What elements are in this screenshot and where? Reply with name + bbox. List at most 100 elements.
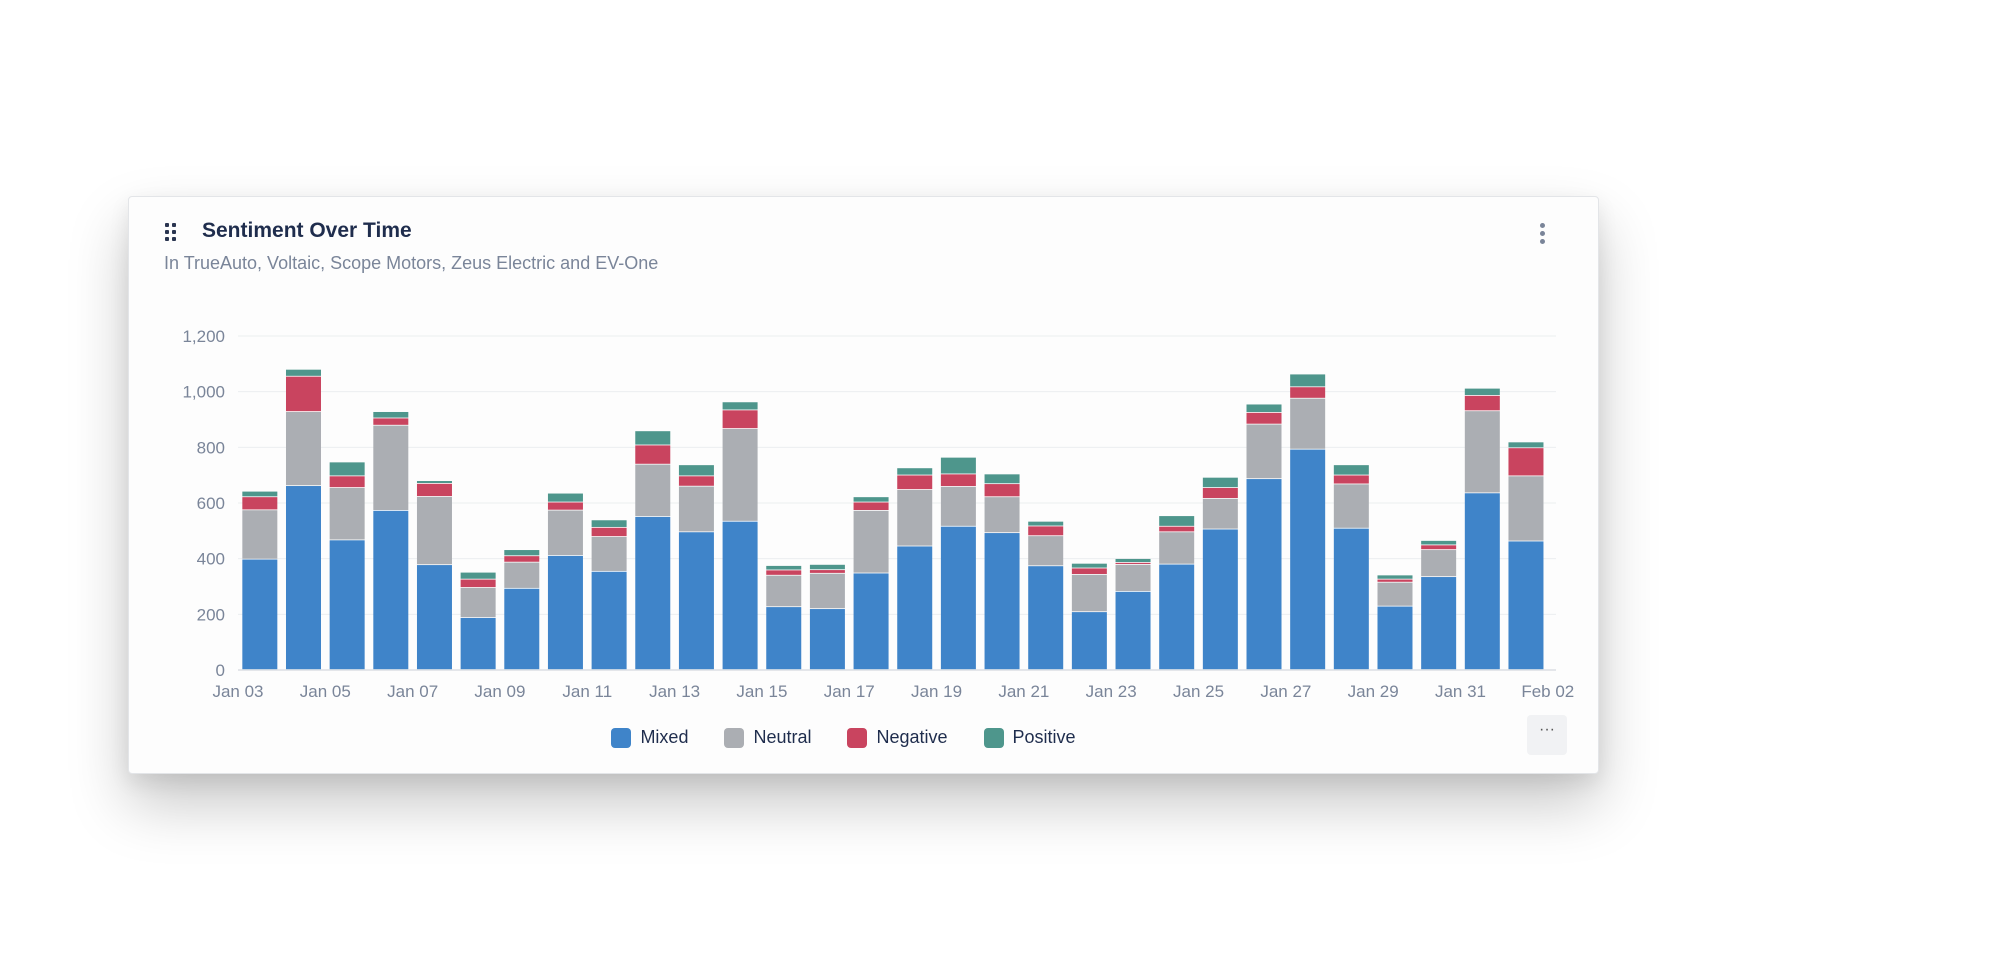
bar-mixed[interactable]: [897, 546, 933, 670]
bar-neutral[interactable]: [416, 496, 452, 565]
bar-negative[interactable]: [809, 570, 845, 573]
bar-neutral[interactable]: [722, 428, 758, 521]
bar-neutral[interactable]: [1071, 574, 1107, 612]
bar-neutral[interactable]: [1464, 411, 1500, 493]
bar-mixed[interactable]: [678, 532, 714, 670]
bar-negative[interactable]: [329, 476, 365, 488]
bar-mixed[interactable]: [285, 486, 321, 670]
bar-positive[interactable]: [766, 565, 802, 570]
bar-negative[interactable]: [1290, 387, 1326, 398]
bar-negative[interactable]: [242, 497, 278, 510]
bar-positive[interactable]: [547, 493, 583, 502]
bar-neutral[interactable]: [1290, 398, 1326, 449]
bar-mixed[interactable]: [242, 559, 278, 670]
bar-mixed[interactable]: [1028, 566, 1064, 670]
bar-positive[interactable]: [1159, 516, 1195, 526]
bar-negative[interactable]: [416, 483, 452, 497]
legend-item-mixed[interactable]: Mixed: [611, 727, 688, 748]
bar-positive[interactable]: [1071, 563, 1107, 568]
bar-positive[interactable]: [1508, 442, 1544, 448]
bar-positive[interactable]: [1377, 575, 1413, 579]
legend-item-neutral[interactable]: Neutral: [724, 727, 811, 748]
bar-positive[interactable]: [984, 474, 1020, 484]
bar-positive[interactable]: [678, 465, 714, 476]
bar-positive[interactable]: [460, 572, 496, 579]
bar-neutral[interactable]: [329, 487, 365, 540]
bar-negative[interactable]: [504, 556, 540, 562]
bar-positive[interactable]: [329, 462, 365, 476]
bar-negative[interactable]: [635, 445, 671, 464]
bar-mixed[interactable]: [722, 521, 758, 670]
bar-mixed[interactable]: [460, 617, 496, 670]
bar-negative[interactable]: [1464, 395, 1500, 411]
bar-positive[interactable]: [504, 550, 540, 556]
bar-neutral[interactable]: [984, 497, 1020, 533]
bar-negative[interactable]: [897, 475, 933, 490]
bar-neutral[interactable]: [809, 573, 845, 609]
legend-item-positive[interactable]: Positive: [983, 727, 1076, 748]
bar-negative[interactable]: [1028, 526, 1064, 536]
bar-mixed[interactable]: [635, 516, 671, 670]
bar-neutral[interactable]: [242, 510, 278, 559]
bar-mixed[interactable]: [591, 571, 627, 670]
bar-mixed[interactable]: [809, 609, 845, 670]
bar-mixed[interactable]: [1202, 529, 1238, 670]
bar-mixed[interactable]: [1071, 612, 1107, 670]
bar-negative[interactable]: [1246, 412, 1282, 424]
bar-neutral[interactable]: [1159, 532, 1195, 564]
bar-neutral[interactable]: [1202, 498, 1238, 529]
bar-negative[interactable]: [1071, 568, 1107, 575]
bar-positive[interactable]: [1290, 374, 1326, 387]
kebab-menu-icon[interactable]: [1534, 221, 1550, 245]
bar-positive[interactable]: [940, 457, 976, 474]
bar-neutral[interactable]: [1421, 550, 1457, 577]
bar-neutral[interactable]: [1333, 484, 1369, 528]
bar-positive[interactable]: [1421, 540, 1457, 545]
bar-mixed[interactable]: [853, 573, 889, 670]
bar-neutral[interactable]: [1246, 424, 1282, 479]
bar-negative[interactable]: [1159, 526, 1195, 532]
more-options-button[interactable]: ···: [1527, 715, 1567, 755]
bar-negative[interactable]: [547, 502, 583, 510]
bar-positive[interactable]: [809, 564, 845, 570]
bar-negative[interactable]: [373, 418, 409, 425]
bar-mixed[interactable]: [1333, 528, 1369, 670]
bar-positive[interactable]: [373, 411, 409, 418]
bar-mixed[interactable]: [373, 510, 409, 670]
bar-neutral[interactable]: [635, 464, 671, 517]
bar-positive[interactable]: [1246, 404, 1282, 413]
bar-negative[interactable]: [1115, 562, 1151, 564]
bar-positive[interactable]: [853, 497, 889, 502]
bar-mixed[interactable]: [766, 607, 802, 670]
bar-positive[interactable]: [591, 520, 627, 527]
bar-neutral[interactable]: [853, 510, 889, 573]
bar-negative[interactable]: [678, 476, 714, 486]
bar-neutral[interactable]: [1028, 536, 1064, 566]
bar-negative[interactable]: [285, 376, 321, 412]
bar-mixed[interactable]: [1159, 564, 1195, 670]
bar-neutral[interactable]: [285, 411, 321, 486]
bar-neutral[interactable]: [373, 425, 409, 510]
bar-mixed[interactable]: [1246, 479, 1282, 670]
bar-mixed[interactable]: [940, 526, 976, 670]
bar-mixed[interactable]: [416, 565, 452, 670]
bar-negative[interactable]: [722, 410, 758, 429]
bar-negative[interactable]: [1333, 475, 1369, 484]
bar-mixed[interactable]: [1115, 591, 1151, 670]
bar-positive[interactable]: [242, 491, 278, 497]
bar-negative[interactable]: [1202, 487, 1238, 499]
legend-item-negative[interactable]: Negative: [847, 727, 948, 748]
bar-neutral[interactable]: [1508, 476, 1544, 541]
bar-negative[interactable]: [1508, 448, 1544, 476]
bar-positive[interactable]: [1115, 558, 1151, 563]
bar-negative[interactable]: [766, 570, 802, 575]
bar-negative[interactable]: [984, 484, 1020, 497]
bar-positive[interactable]: [722, 402, 758, 410]
bar-neutral[interactable]: [897, 489, 933, 546]
bar-neutral[interactable]: [547, 510, 583, 556]
bar-positive[interactable]: [1333, 465, 1369, 475]
bar-positive[interactable]: [897, 468, 933, 475]
bar-positive[interactable]: [416, 481, 452, 483]
bar-neutral[interactable]: [678, 486, 714, 532]
bar-negative[interactable]: [1421, 545, 1457, 550]
